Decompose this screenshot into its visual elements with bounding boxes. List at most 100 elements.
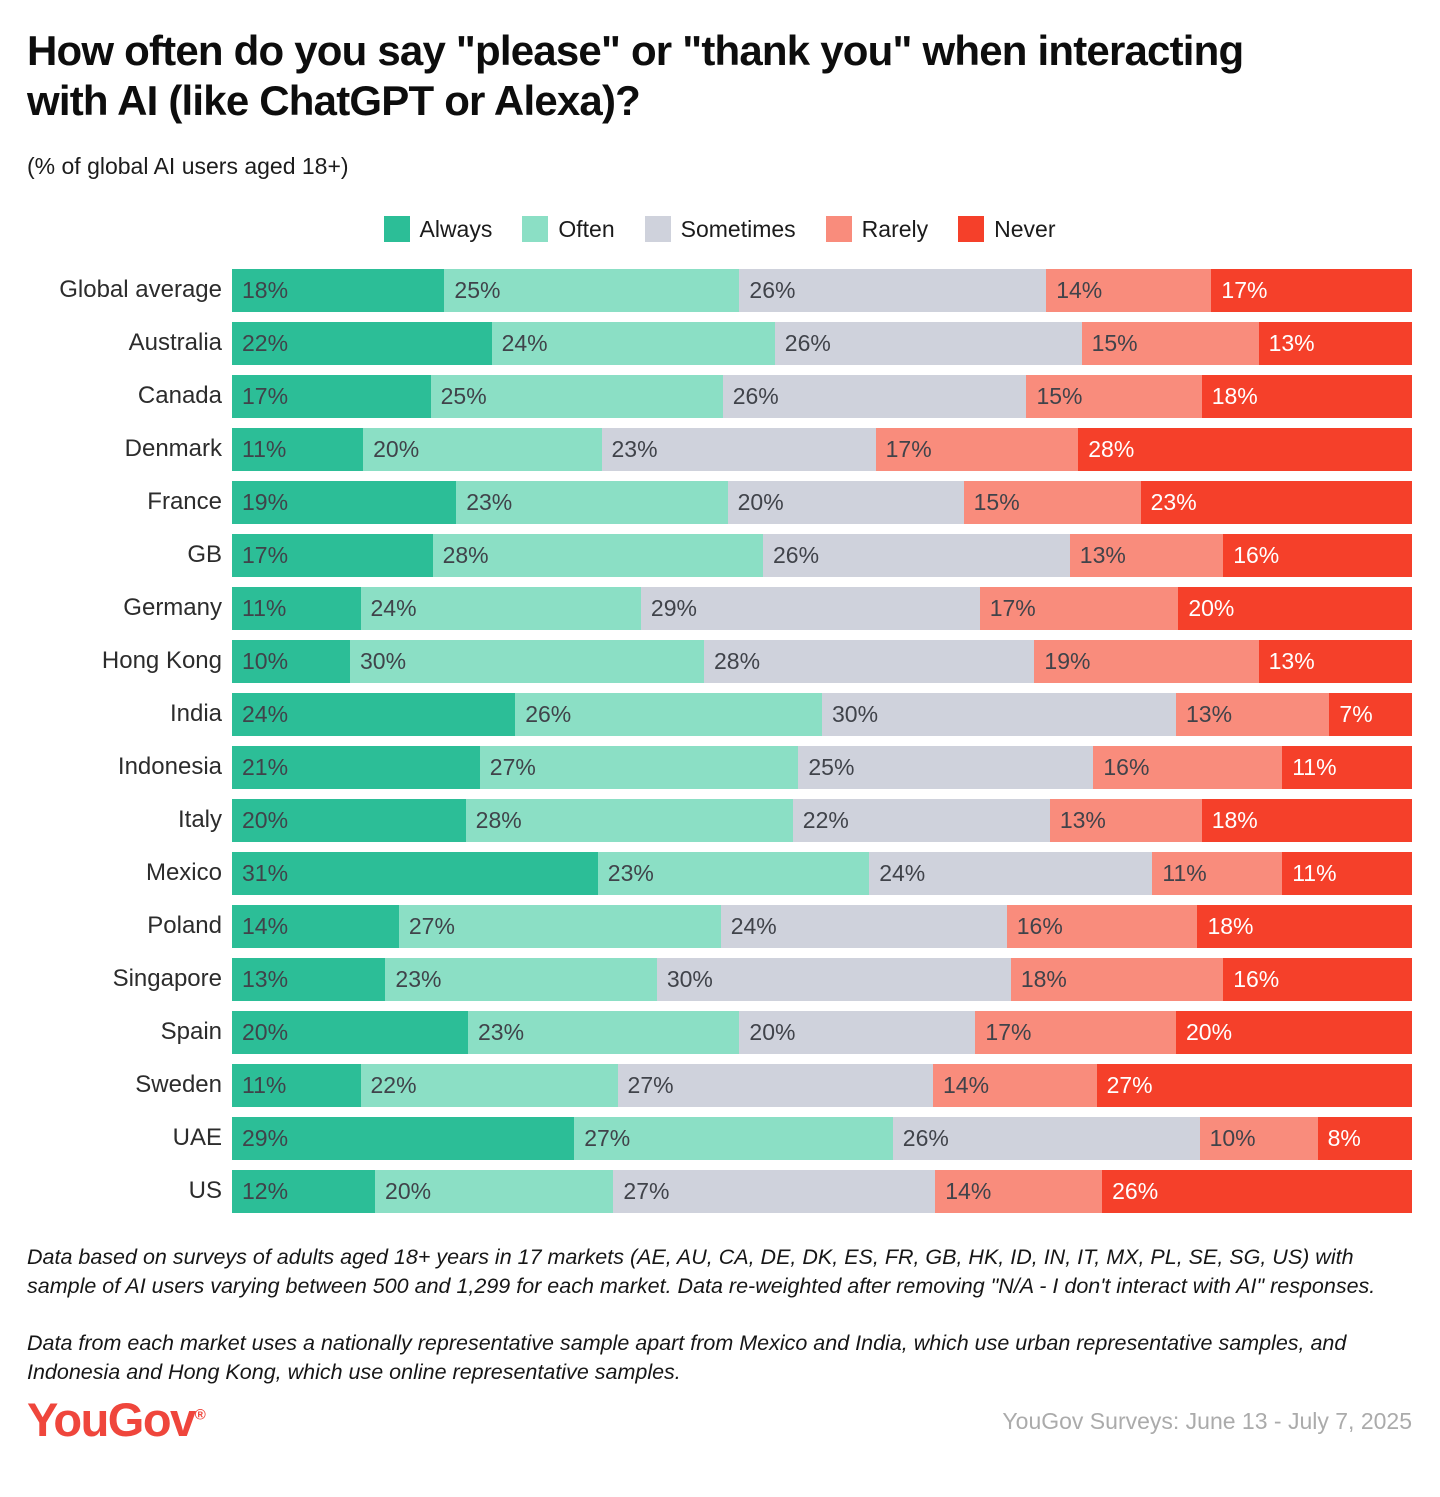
bar-segment-never: 28% [1078,427,1412,471]
row-bars: 21% 27% 25% 16% 11% [232,745,1412,789]
footnote-methodology: Data based on surveys of adults aged 18+… [27,1244,1376,1299]
row-bars: 11% 20% 23% 17% 28% [232,427,1412,471]
bar-segment-sometimes: 27% [613,1169,936,1213]
bar-segment-never: 17% [1211,268,1412,312]
segment-value-label: 11% [242,594,287,621]
segment-value-label: 17% [242,541,289,568]
bar-segment-never: 13% [1258,321,1412,365]
segment-value-label: 11% [1292,753,1337,780]
row-label: Hong Kong [101,647,222,675]
row-bars: 18% 25% 26% 14% 17% [232,268,1412,312]
row-label: Canada [137,382,222,410]
row-bars: 20% 28% 22% 13% 18% [232,798,1412,842]
segment-value-label: 27% [489,753,536,780]
segment-value-label: 30% [666,965,713,992]
row-label: Singapore [112,965,222,993]
bar-segment-sometimes: 30% [822,692,1176,736]
bar-segment-sometimes: 25% [798,745,1094,789]
segment-value-label: 28% [714,647,761,674]
chart-row: Sweden 11% 22% 27% 14% 27% [27,1063,1413,1107]
chart-row: Germany 11% 24% 29% 17% 20% [27,586,1412,630]
bar-segment-rarely: 16% [1006,904,1198,948]
segment-value-label: 22% [802,806,849,833]
bar-segment-rarely: 13% [1069,533,1224,577]
bar-segment-rarely: 14% [1046,268,1212,312]
yougov-logo-text: YouGov [27,1392,196,1446]
bar-segment-never: 18% [1201,374,1412,418]
legend-label: Always [419,215,493,242]
bar-segment-never: 20% [1176,1010,1412,1054]
segment-value-label: 30% [832,700,879,727]
segment-value-label: 13% [1268,329,1315,356]
segment-value-label: 22% [370,1071,417,1098]
segment-value-label: 18% [1207,912,1254,939]
segment-value-label: 25% [454,276,501,303]
bar-segment-often: 27% [398,904,721,948]
bar-segment-rarely: 14% [933,1063,1097,1107]
bar-segment-sometimes: 29% [640,586,980,630]
bar-segment-never: 26% [1102,1169,1413,1213]
row-bars: 20% 23% 20% 17% 20% [232,1010,1412,1054]
bar-segment-sometimes: 26% [763,533,1070,577]
chart-row: US 12% 20% 27% 14% 26% [27,1169,1413,1213]
bar-segment-often: 30% [350,639,704,683]
bar-segment-always: 29% [232,1116,575,1160]
row-bars: 14% 27% 24% 16% 18% [232,904,1412,948]
row-label: Italy [177,806,222,834]
bar-segment-sometimes: 27% [617,1063,933,1107]
segment-value-label: 20% [242,806,289,833]
segment-value-label: 8% [1327,1124,1361,1151]
segment-value-label: 11% [1162,859,1207,886]
segment-value-label: 26% [784,329,831,356]
bar-segment-rarely: 13% [1049,798,1202,842]
bar-segment-never: 7% [1329,692,1412,736]
segment-value-label: 20% [749,1018,796,1045]
segment-value-label: 26% [525,700,572,727]
segment-value-label: 15% [973,488,1020,515]
bar-segment-sometimes: 23% [601,427,876,471]
segment-value-label: 26% [749,276,796,303]
bar-segment-rarely: 15% [1026,374,1202,418]
chart-row: GB 17% 28% 26% 13% 16% [27,533,1412,577]
segment-value-label: 13% [242,965,289,992]
bar-segment-sometimes: 24% [869,851,1153,895]
row-bars: 22% 24% 26% 15% 13% [232,321,1412,365]
segment-value-label: 19% [1044,647,1091,674]
segment-value-label: 25% [808,753,855,780]
bar-segment-always: 17% [232,374,431,418]
bar-segment-always: 20% [232,798,466,842]
segment-value-label: 30% [360,647,407,674]
legend-item: Sometimes [644,216,796,243]
bar-segment-always: 17% [232,533,433,577]
chart-row: Indonesia 21% 27% 25% 16% 11% [27,745,1412,789]
bar-segment-always: 20% [232,1010,468,1054]
legend-item: Often [522,215,615,243]
segment-value-label: 27% [408,912,455,939]
bar-segment-never: 8% [1317,1116,1412,1160]
legend-label: Often [558,215,615,242]
segment-value-label: 31% [242,859,289,886]
segment-value-label: 7% [1339,700,1373,727]
chart-row: Poland 14% 27% 24% 16% 18% [27,904,1412,948]
segment-value-label: 13% [1059,806,1106,833]
row-label: Spain [160,1018,222,1046]
bar-segment-rarely: 15% [963,480,1141,524]
segment-value-label: 23% [395,965,442,992]
bar-segment-often: 26% [515,692,822,736]
segment-value-label: 11% [1292,859,1337,886]
bar-segment-always: 11% [232,1063,361,1107]
segment-value-label: 13% [1268,647,1315,674]
row-label: Mexico [145,859,222,887]
bar-segment-often: 28% [432,533,763,577]
segment-value-label: 18% [1211,382,1258,409]
segment-value-label: 27% [627,1071,674,1098]
row-label: Poland [147,912,222,940]
footer: YouGov® YouGov Surveys: June 13 - July 7… [27,1396,1412,1443]
segment-value-label: 11% [242,435,287,462]
segment-value-label: 20% [737,488,784,515]
chart-row: Hong Kong 10% 30% 28% 19% 13% [27,639,1413,683]
row-label: India [169,700,222,728]
row-label: UAE [172,1124,222,1152]
segment-value-label: 23% [466,488,513,515]
bar-segment-always: 14% [232,904,399,948]
